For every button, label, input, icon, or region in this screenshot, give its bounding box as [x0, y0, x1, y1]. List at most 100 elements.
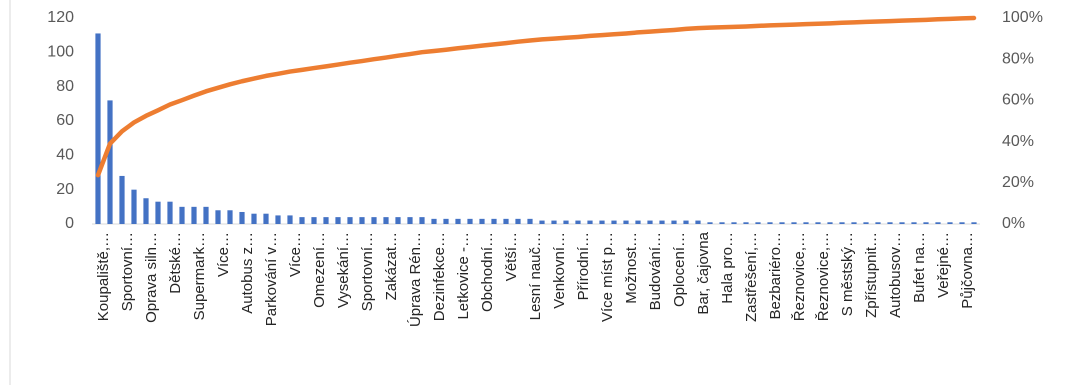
bar — [143, 198, 149, 224]
bar — [707, 222, 713, 224]
bar — [647, 220, 653, 224]
bar — [275, 215, 281, 224]
y2-tick-label: 40% — [1002, 133, 1034, 150]
bar — [455, 218, 461, 224]
bar — [551, 220, 557, 224]
bar — [263, 213, 269, 224]
x-tick-label: Dezinfekce… — [431, 232, 448, 321]
bar — [503, 218, 509, 224]
bar — [851, 222, 857, 224]
x-tick-label: Hala pro… — [719, 232, 736, 304]
bar — [335, 217, 341, 224]
x-tick-label: Oprava siln… — [143, 232, 160, 323]
y-tick-label: 0 — [65, 215, 74, 232]
bar — [947, 222, 953, 224]
x-tick-label: Více… — [215, 232, 232, 277]
y2-tick-label: 80% — [1002, 50, 1034, 67]
x-tick-label: Venkovní… — [551, 232, 568, 309]
bar — [419, 217, 425, 224]
y2-tick-label: 60% — [1002, 92, 1034, 109]
x-tick-label: Vysekání… — [335, 232, 352, 308]
bar — [467, 218, 473, 224]
x-tick-label: Bufet na… — [911, 232, 928, 303]
x-tick-label: Autobus z… — [239, 232, 256, 314]
bar — [563, 220, 569, 224]
bar — [587, 220, 593, 224]
bar — [167, 201, 173, 224]
x-tick-label: Koupaliště,… — [95, 232, 112, 321]
bar — [743, 222, 749, 224]
x-tick-label: Řeznovice,… — [791, 232, 808, 321]
bar — [635, 220, 641, 224]
bar — [659, 220, 665, 224]
x-tick-label: Letkovice -… — [455, 232, 472, 320]
bar — [611, 220, 617, 224]
bar — [767, 222, 773, 224]
x-tick-label: Dětské… — [167, 232, 184, 294]
bar — [323, 217, 329, 224]
bar — [443, 218, 449, 224]
x-tick-label: Více… — [287, 232, 304, 277]
bar — [875, 222, 881, 224]
bar — [959, 222, 965, 224]
bar — [671, 220, 677, 224]
y-tick-label: 120 — [47, 9, 74, 26]
bar — [695, 220, 701, 224]
x-tick-label: Sportovní… — [119, 232, 136, 311]
x-tick-label: Bar, čajovna — [695, 231, 712, 314]
x-tick-label: Zpřístupnit… — [863, 232, 880, 318]
x-tick-label: Zastřešení,… — [743, 232, 760, 322]
bar — [215, 210, 221, 224]
bar — [287, 215, 293, 224]
x-tick-label: Více míst p… — [599, 232, 616, 322]
bar — [431, 218, 437, 224]
x-tick-label: Úprava Rén… — [407, 232, 424, 327]
x-tick-label: S městský… — [839, 232, 856, 316]
bar — [719, 222, 725, 224]
bar — [299, 217, 305, 224]
x-tick-label: Větší… — [503, 232, 520, 281]
x-tick-label: Oplocení… — [671, 232, 688, 307]
bar — [827, 222, 833, 224]
x-tick-label: Zakázat… — [383, 232, 400, 300]
bar — [479, 218, 485, 224]
x-tick-label: Budování… — [647, 232, 664, 310]
y-tick-label: 20 — [56, 181, 74, 198]
bar — [815, 222, 821, 224]
bar — [311, 217, 317, 224]
bar — [155, 201, 161, 224]
bar — [539, 220, 545, 224]
bar — [131, 189, 137, 224]
x-tick-label: Sportovní… — [359, 232, 376, 311]
bar — [731, 222, 737, 224]
x-tick-label: Řeznovice,… — [815, 232, 832, 321]
x-tick-label: Obchodní… — [479, 232, 496, 312]
bar — [191, 206, 197, 224]
bar — [623, 220, 629, 224]
bar — [119, 175, 125, 224]
x-tick-label: Bezbariéro… — [767, 232, 784, 320]
bar — [515, 218, 521, 224]
bar — [839, 222, 845, 224]
bar — [95, 33, 101, 225]
x-tick-label: Možnost… — [623, 232, 640, 304]
bar — [491, 218, 497, 224]
bar — [395, 217, 401, 224]
bar — [371, 217, 377, 224]
cumulative-line — [95, 15, 977, 178]
x-tick-label: Supermark… — [191, 232, 208, 320]
bar — [359, 217, 365, 224]
y2-tick-label: 20% — [1002, 174, 1034, 191]
y2-tick-label: 0% — [1002, 215, 1025, 232]
y-tick-label: 100 — [47, 44, 74, 61]
bar — [239, 211, 245, 224]
bar — [791, 222, 797, 224]
bar — [971, 222, 977, 224]
bar — [683, 220, 689, 224]
bar — [923, 222, 929, 224]
bar — [107, 100, 113, 224]
x-tick-label: Lesní nauč… — [527, 232, 544, 320]
x-tick-label: Veřejné… — [935, 232, 952, 298]
bar — [527, 218, 533, 224]
